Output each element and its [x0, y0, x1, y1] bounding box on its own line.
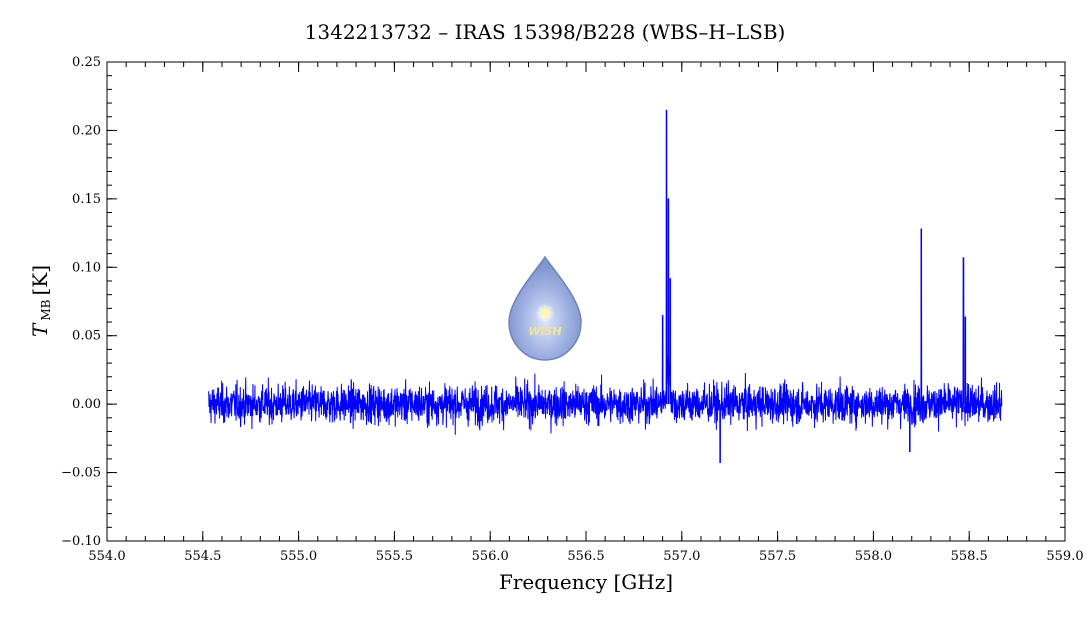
x-tick-label: 555.5: [376, 549, 413, 564]
y-tick-label: 0.00: [72, 397, 101, 412]
x-tick-label: 556.5: [567, 549, 604, 564]
x-tick-labels: 554.0 554.5 555.0 555.5 556.0 556.5 557.0 557.5…: [88, 549, 1083, 564]
y-axis-label: T MB [K]: [28, 265, 53, 337]
y-axis-label-unit: [K]: [28, 265, 52, 296]
x-tick-label: 557.5: [759, 549, 796, 564]
x-tick-label: 558.0: [855, 549, 892, 564]
star-icon: [536, 304, 554, 322]
y-tick-label: 0.15: [72, 192, 101, 207]
x-tick-label: 557.0: [663, 549, 700, 564]
logo-text: WISH: [528, 325, 561, 338]
x-tick-label: 554.0: [88, 549, 125, 564]
y-tick-label: −0.10: [61, 534, 101, 549]
chart-title: 1342213732 – IRAS 15398/B228 (WBS–H–LSB): [305, 20, 786, 44]
spectrum-series-line: [208, 109, 1003, 463]
x-tick-label: 556.0: [472, 549, 509, 564]
axis-ticks: [106, 61, 1066, 542]
y-tick-label: 0.20: [72, 123, 101, 138]
y-tick-label: −0.05: [61, 466, 101, 481]
y-tick-label: 0.10: [72, 260, 101, 275]
x-tick-label: 555.0: [280, 549, 317, 564]
x-tick-label: 559.0: [1046, 549, 1083, 564]
y-axis-label-main: T: [28, 322, 52, 337]
x-tick-label: 558.5: [951, 549, 988, 564]
y-tick-labels: −0.10 −0.05 0.00 0.05 0.10 0.15 0.20 0.25: [61, 55, 101, 549]
y-tick-label: 0.25: [72, 55, 101, 70]
wish-logo: WISH: [508, 255, 582, 361]
x-axis-label: Frequency [GHz]: [499, 570, 673, 594]
y-axis-label-sub: MB: [39, 299, 53, 320]
x-tick-label: 554.5: [184, 549, 221, 564]
y-tick-label: 0.05: [72, 329, 101, 344]
